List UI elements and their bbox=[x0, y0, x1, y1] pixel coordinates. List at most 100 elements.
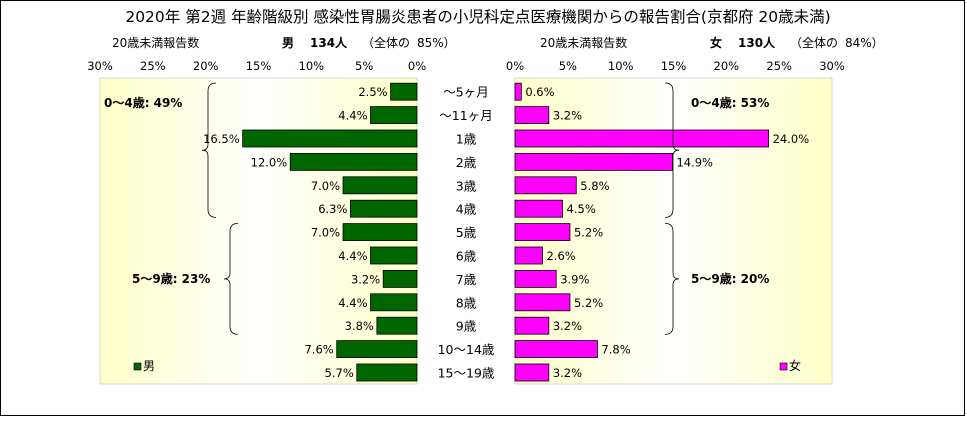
header-total-pct: 84%） bbox=[845, 36, 884, 50]
legend-swatch bbox=[779, 362, 788, 371]
header-total-note: （全体の bbox=[362, 35, 410, 50]
data-label: 3.2% bbox=[553, 109, 582, 123]
tick-label: 15% bbox=[246, 59, 272, 73]
group-bracket bbox=[201, 82, 217, 218]
male-bar bbox=[370, 106, 418, 124]
tick-label: 25% bbox=[140, 59, 166, 73]
age-category-label: 2歳 bbox=[456, 155, 477, 170]
female-bar bbox=[514, 269, 557, 288]
data-label: 4.4% bbox=[338, 249, 367, 263]
data-label: 6.3% bbox=[318, 202, 347, 216]
legend-label: 男 bbox=[143, 359, 155, 373]
tick-label: 20% bbox=[714, 59, 740, 73]
age-category-label: 5歳 bbox=[456, 225, 477, 240]
data-label: 3.8% bbox=[345, 319, 374, 333]
data-label: 2.6% bbox=[546, 249, 575, 263]
data-label: 4.5% bbox=[567, 202, 596, 216]
header-total-pct: 85%） bbox=[417, 36, 456, 50]
data-label: 3.9% bbox=[560, 272, 589, 286]
male-bar bbox=[342, 176, 418, 195]
data-label: 3.2% bbox=[351, 272, 380, 286]
tick-label: 20% bbox=[193, 59, 219, 73]
data-label: 5.8% bbox=[580, 179, 609, 193]
chart-title: 2020年 第2週 年齢階級別 感染性胃腸炎患者の小児科定点医療機関からの報告割… bbox=[125, 8, 830, 26]
header-sex: 女 bbox=[710, 35, 722, 50]
header-sex: 男 bbox=[282, 36, 294, 50]
header-count: 134人 bbox=[310, 35, 348, 50]
tick-label: 30% bbox=[87, 59, 113, 73]
group-annotation: 5～9歳: 23% bbox=[132, 271, 210, 286]
male-bar bbox=[356, 363, 418, 382]
female-bar bbox=[514, 223, 571, 242]
female-bar bbox=[514, 246, 543, 265]
group-annotation: 0～4歳: 53% bbox=[691, 95, 769, 110]
group-bracket bbox=[664, 82, 680, 218]
data-label: 7.0% bbox=[311, 226, 340, 240]
data-label: 7.0% bbox=[311, 179, 340, 193]
female-bar bbox=[514, 152, 673, 171]
male-bar bbox=[370, 246, 418, 265]
age-category-label: ～5ヶ月 bbox=[443, 85, 488, 100]
age-category-label: 10～14歳 bbox=[438, 342, 495, 357]
female-bar bbox=[514, 82, 522, 101]
data-label: 12.0% bbox=[251, 155, 288, 169]
legend-label: 女 bbox=[789, 358, 801, 373]
header-total-note: （全体の bbox=[790, 35, 838, 50]
header-label: 20歳未満報告数 bbox=[540, 35, 627, 50]
data-label: 3.2% bbox=[553, 366, 582, 380]
female-bar bbox=[514, 106, 550, 124]
male-bar bbox=[350, 199, 418, 218]
data-label: 7.8% bbox=[601, 343, 630, 357]
header-label: 20歳未満報告数 bbox=[112, 35, 199, 50]
male-bar bbox=[390, 82, 418, 101]
male-bar bbox=[376, 316, 418, 335]
age-category-label: 15～19歳 bbox=[438, 366, 495, 381]
data-label: 7.6% bbox=[304, 343, 333, 357]
data-label: 4.4% bbox=[338, 296, 367, 310]
age-category-label: 4歳 bbox=[456, 202, 477, 217]
data-label: 3.2% bbox=[553, 319, 582, 333]
age-category-label: 9歳 bbox=[456, 319, 477, 334]
tick-label: 0% bbox=[506, 59, 524, 73]
female-bar bbox=[514, 293, 571, 312]
tick-label: 25% bbox=[766, 59, 792, 73]
tick-label: 5% bbox=[559, 59, 577, 73]
data-label: 5.7% bbox=[325, 366, 354, 380]
group-annotation: 0～4歳: 49% bbox=[104, 95, 182, 110]
data-label: 5.2% bbox=[574, 296, 603, 310]
tick-label: 30% bbox=[819, 59, 845, 73]
male-bar bbox=[342, 223, 418, 242]
age-category-label: 6歳 bbox=[456, 249, 477, 264]
female-bar bbox=[514, 199, 563, 218]
data-label: 4.4% bbox=[338, 109, 367, 123]
data-label: 16.5% bbox=[203, 132, 240, 146]
female-bar bbox=[514, 129, 770, 148]
female-bar bbox=[514, 363, 550, 382]
female-bar bbox=[514, 176, 577, 195]
tick-label: 15% bbox=[661, 59, 687, 73]
group-bracket bbox=[223, 223, 239, 335]
data-label: 5.2% bbox=[574, 226, 603, 240]
male-panel: 20歳未満報告数男 134人 （全体の 85%）30% 25% 20% 15% 10% 5% 0%… bbox=[87, 35, 456, 385]
male-bar bbox=[370, 293, 418, 312]
tick-label: 10% bbox=[299, 59, 325, 73]
tick-label: 5% bbox=[355, 59, 373, 73]
age-category-label: 1歳 bbox=[456, 132, 477, 147]
group-bracket bbox=[664, 223, 680, 335]
tick-label: 0% bbox=[408, 59, 426, 73]
legend-swatch bbox=[133, 362, 142, 371]
header-count: 130人 bbox=[738, 35, 776, 50]
age-category-label: 3歳 bbox=[456, 178, 477, 193]
female-panel: 20歳未満報告数女 130人 （全体の 84%）0% 5% 10% 15% 20% 25% 30%… bbox=[506, 35, 884, 385]
male-bar bbox=[289, 152, 418, 171]
data-label: 14.9% bbox=[676, 155, 713, 169]
male-bar bbox=[242, 129, 418, 148]
group-annotation: 5～9歳: 20% bbox=[691, 271, 769, 286]
female-bar bbox=[514, 316, 550, 335]
female-bar bbox=[514, 340, 598, 359]
data-label: 0.6% bbox=[525, 85, 554, 99]
data-label: 24.0% bbox=[773, 132, 810, 146]
age-category-label: 7歳 bbox=[456, 272, 477, 287]
age-category-label: ～11ヶ月 bbox=[439, 108, 492, 123]
